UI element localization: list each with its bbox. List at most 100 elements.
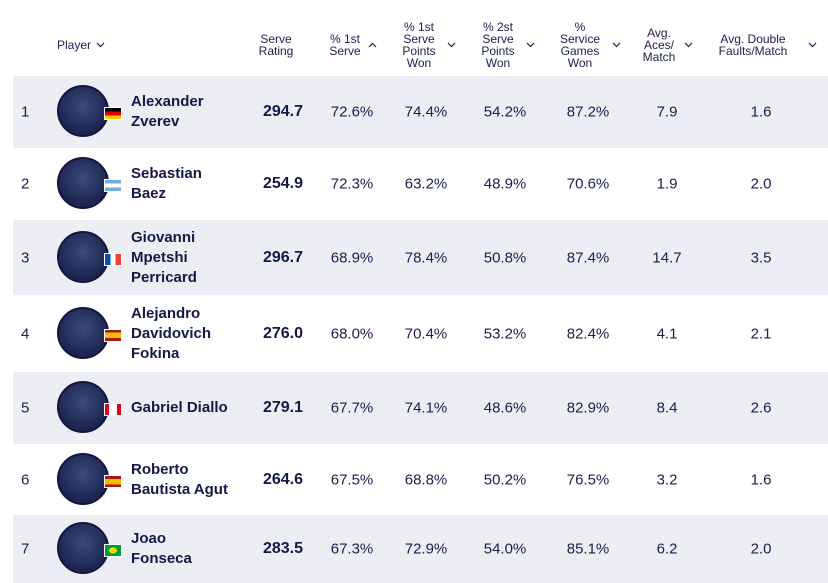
stat-value: 54.2%: [483, 103, 527, 121]
header-line: % 1st: [329, 32, 361, 46]
player-row[interactable]: 7 Joao Fonseca 283.5 67.3% 72.9% 54.0% 85.1% 6.…: [13, 515, 828, 583]
stat-value: 2.0: [750, 540, 772, 558]
rank: 7: [21, 540, 30, 558]
stat-value: 67.7%: [330, 399, 374, 417]
header-line: Serve: [329, 44, 361, 58]
stat-value: 74.4%: [404, 103, 448, 121]
column-header[interactable]: Serve Rating: [259, 33, 294, 57]
rank: 4: [21, 325, 30, 342]
country-flag: [104, 474, 122, 488]
header-line: Rating: [258, 44, 294, 58]
sort-icon[interactable]: [96, 42, 105, 48]
player-name[interactable]: Joao Fonseca: [131, 530, 192, 567]
stat-value: 72.6%: [330, 103, 374, 121]
header-line: Won: [406, 56, 432, 70]
stat-value: 4.1: [656, 325, 678, 342]
serve-rating: 254.9: [262, 175, 304, 192]
header-line: Serve: [260, 32, 292, 46]
header-line: Points: [481, 44, 515, 58]
stat-value: 82.9%: [566, 399, 610, 417]
country-flag: [104, 179, 122, 192]
stat-value: 78.4%: [404, 249, 448, 266]
player-avatar: [57, 381, 109, 433]
country-flag: [104, 544, 122, 557]
player-row[interactable]: 2 Sebastian Baez 254.9 72.3% 63.2% 48.9% 70.6%…: [13, 148, 828, 220]
stat-value: 54.0%: [483, 540, 527, 558]
header-line: Serve: [403, 32, 435, 46]
stat-value: 2.0: [750, 175, 772, 193]
column-header[interactable]: % 1st Serve Points Won: [402, 21, 435, 69]
player-avatar: [57, 157, 109, 209]
header-line: Match: [642, 50, 676, 64]
header-line: Avg.: [647, 26, 671, 40]
header-line: Serve: [482, 32, 514, 46]
rank: 1: [21, 103, 30, 121]
player-name[interactable]: Alexander Zverev: [131, 93, 204, 130]
header-line: Service: [559, 32, 601, 46]
rank: 5: [21, 399, 30, 417]
column-header[interactable]: % 2st Serve Points Won: [481, 21, 514, 69]
sort-icon[interactable]: [526, 42, 535, 48]
player-row[interactable]: 4 Alejandro Davidovich Fokina 276.0 68.0% 70…: [13, 295, 828, 372]
player-name[interactable]: Giovanni Mpetshi Perricard: [131, 228, 197, 286]
stat-value: 72.9%: [404, 540, 448, 558]
country-flag: [104, 403, 122, 416]
header-line: % 2st: [482, 20, 514, 34]
header-line: Won: [485, 56, 511, 70]
stat-value: 6.2: [656, 540, 678, 558]
column-header[interactable]: % Service Games Won: [560, 21, 600, 69]
player-name[interactable]: Alejandro Davidovich Fokina: [131, 304, 212, 362]
player-row[interactable]: 3 Giovanni Mpetshi Perricard 296.7 68.9% 78.…: [13, 220, 828, 295]
rank: 6: [21, 471, 30, 488]
header-line: Games: [560, 44, 600, 58]
stat-value: 48.6%: [483, 399, 527, 417]
header-line: Points: [402, 44, 436, 58]
stat-value: 87.2%: [566, 103, 610, 121]
column-header[interactable]: % 1st Serve: [329, 33, 360, 57]
serve-rating: 279.1: [262, 399, 304, 416]
serve-rating: 296.7: [262, 248, 304, 266]
stat-value: 7.9: [656, 103, 678, 121]
stat-value: 68.0%: [330, 325, 374, 342]
header-line: % 1st: [403, 20, 435, 34]
player-name[interactable]: Roberto Bautista Agut: [131, 460, 228, 498]
sort-icon[interactable]: [808, 42, 817, 48]
player-name[interactable]: Sebastian Baez: [131, 165, 202, 202]
stat-value: 70.6%: [566, 175, 610, 193]
stat-value: 53.2%: [483, 325, 527, 342]
player-avatar: [57, 230, 109, 283]
header-line: Aces/: [643, 38, 674, 52]
column-header[interactable]: Avg. Aces/Match: [643, 27, 676, 63]
header-line: Won: [567, 56, 593, 70]
sort-icon[interactable]: [684, 42, 693, 48]
stat-value: 67.3%: [330, 540, 374, 558]
stat-value: 82.4%: [566, 325, 610, 342]
country-flag: [104, 252, 122, 266]
serve-rating: 283.5: [262, 540, 304, 557]
stat-value: 50.2%: [483, 471, 527, 488]
stat-value: 3.5: [750, 249, 772, 266]
column-header[interactable]: Avg. Double Faults/Match: [719, 33, 788, 57]
player-row[interactable]: 6 Roberto Bautista Agut 264.6 67.5% 68.8% 50.…: [13, 444, 828, 515]
stat-value: 2.6: [750, 399, 772, 417]
player-header[interactable]: Player: [57, 38, 92, 52]
serve-rating: 276.0: [262, 324, 304, 342]
player-row[interactable]: 1 Alexander Zverev 294.7 72.6% 74.4% 54.2% 87.…: [13, 76, 828, 148]
player-row[interactable]: 5 Gabriel Diallo 279.1 67.7% 74.1% 48.6% 82.9%…: [13, 372, 828, 444]
player-avatar: [57, 452, 109, 505]
sort-icon[interactable]: [447, 42, 456, 48]
stat-value: 3.2: [656, 471, 678, 488]
stat-value: 76.5%: [566, 471, 610, 488]
stat-value: 70.4%: [404, 325, 448, 342]
player-name[interactable]: Gabriel Diallo: [131, 399, 228, 416]
sort-icon[interactable]: [612, 42, 621, 48]
header-line: Faults/Match: [718, 44, 788, 58]
stat-value: 74.1%: [404, 399, 448, 417]
stat-value: 72.3%: [330, 175, 374, 193]
player-avatar: [57, 85, 109, 137]
stat-value: 67.5%: [330, 471, 374, 488]
stat-value: 8.4: [656, 399, 678, 417]
sort-icon[interactable]: [368, 42, 377, 48]
